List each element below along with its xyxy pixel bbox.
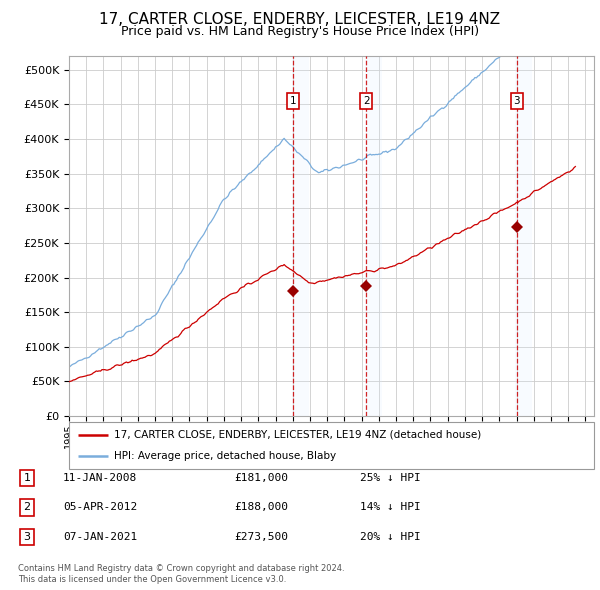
Text: £181,000: £181,000 [234,473,288,483]
Text: 3: 3 [514,96,520,106]
Bar [292,56,309,416]
Text: 1: 1 [290,96,296,106]
Text: 2: 2 [23,503,31,512]
Text: HPI: Average price, detached house, Blaby: HPI: Average price, detached house, Blab… [113,451,336,461]
Text: 11-JAN-2008: 11-JAN-2008 [63,473,137,483]
Text: 17, CARTER CLOSE, ENDERBY, LEICESTER, LE19 4NZ: 17, CARTER CLOSE, ENDERBY, LEICESTER, LE… [100,12,500,27]
Text: 07-JAN-2021: 07-JAN-2021 [63,532,137,542]
Bar [365,56,382,416]
Text: £273,500: £273,500 [234,532,288,542]
Text: 05-APR-2012: 05-APR-2012 [63,503,137,512]
Text: 2: 2 [363,96,370,106]
Text: 20% ↓ HPI: 20% ↓ HPI [360,532,421,542]
Text: Price paid vs. HM Land Registry's House Price Index (HPI): Price paid vs. HM Land Registry's House … [121,25,479,38]
Text: 25% ↓ HPI: 25% ↓ HPI [360,473,421,483]
Text: Contains HM Land Registry data © Crown copyright and database right 2024.: Contains HM Land Registry data © Crown c… [18,565,344,573]
Bar [515,56,532,416]
Text: 3: 3 [23,532,31,542]
Text: £188,000: £188,000 [234,503,288,512]
Text: 1: 1 [23,473,31,483]
Text: 17, CARTER CLOSE, ENDERBY, LEICESTER, LE19 4NZ (detached house): 17, CARTER CLOSE, ENDERBY, LEICESTER, LE… [113,430,481,440]
FancyBboxPatch shape [69,422,594,469]
Text: This data is licensed under the Open Government Licence v3.0.: This data is licensed under the Open Gov… [18,575,286,584]
Text: 14% ↓ HPI: 14% ↓ HPI [360,503,421,512]
